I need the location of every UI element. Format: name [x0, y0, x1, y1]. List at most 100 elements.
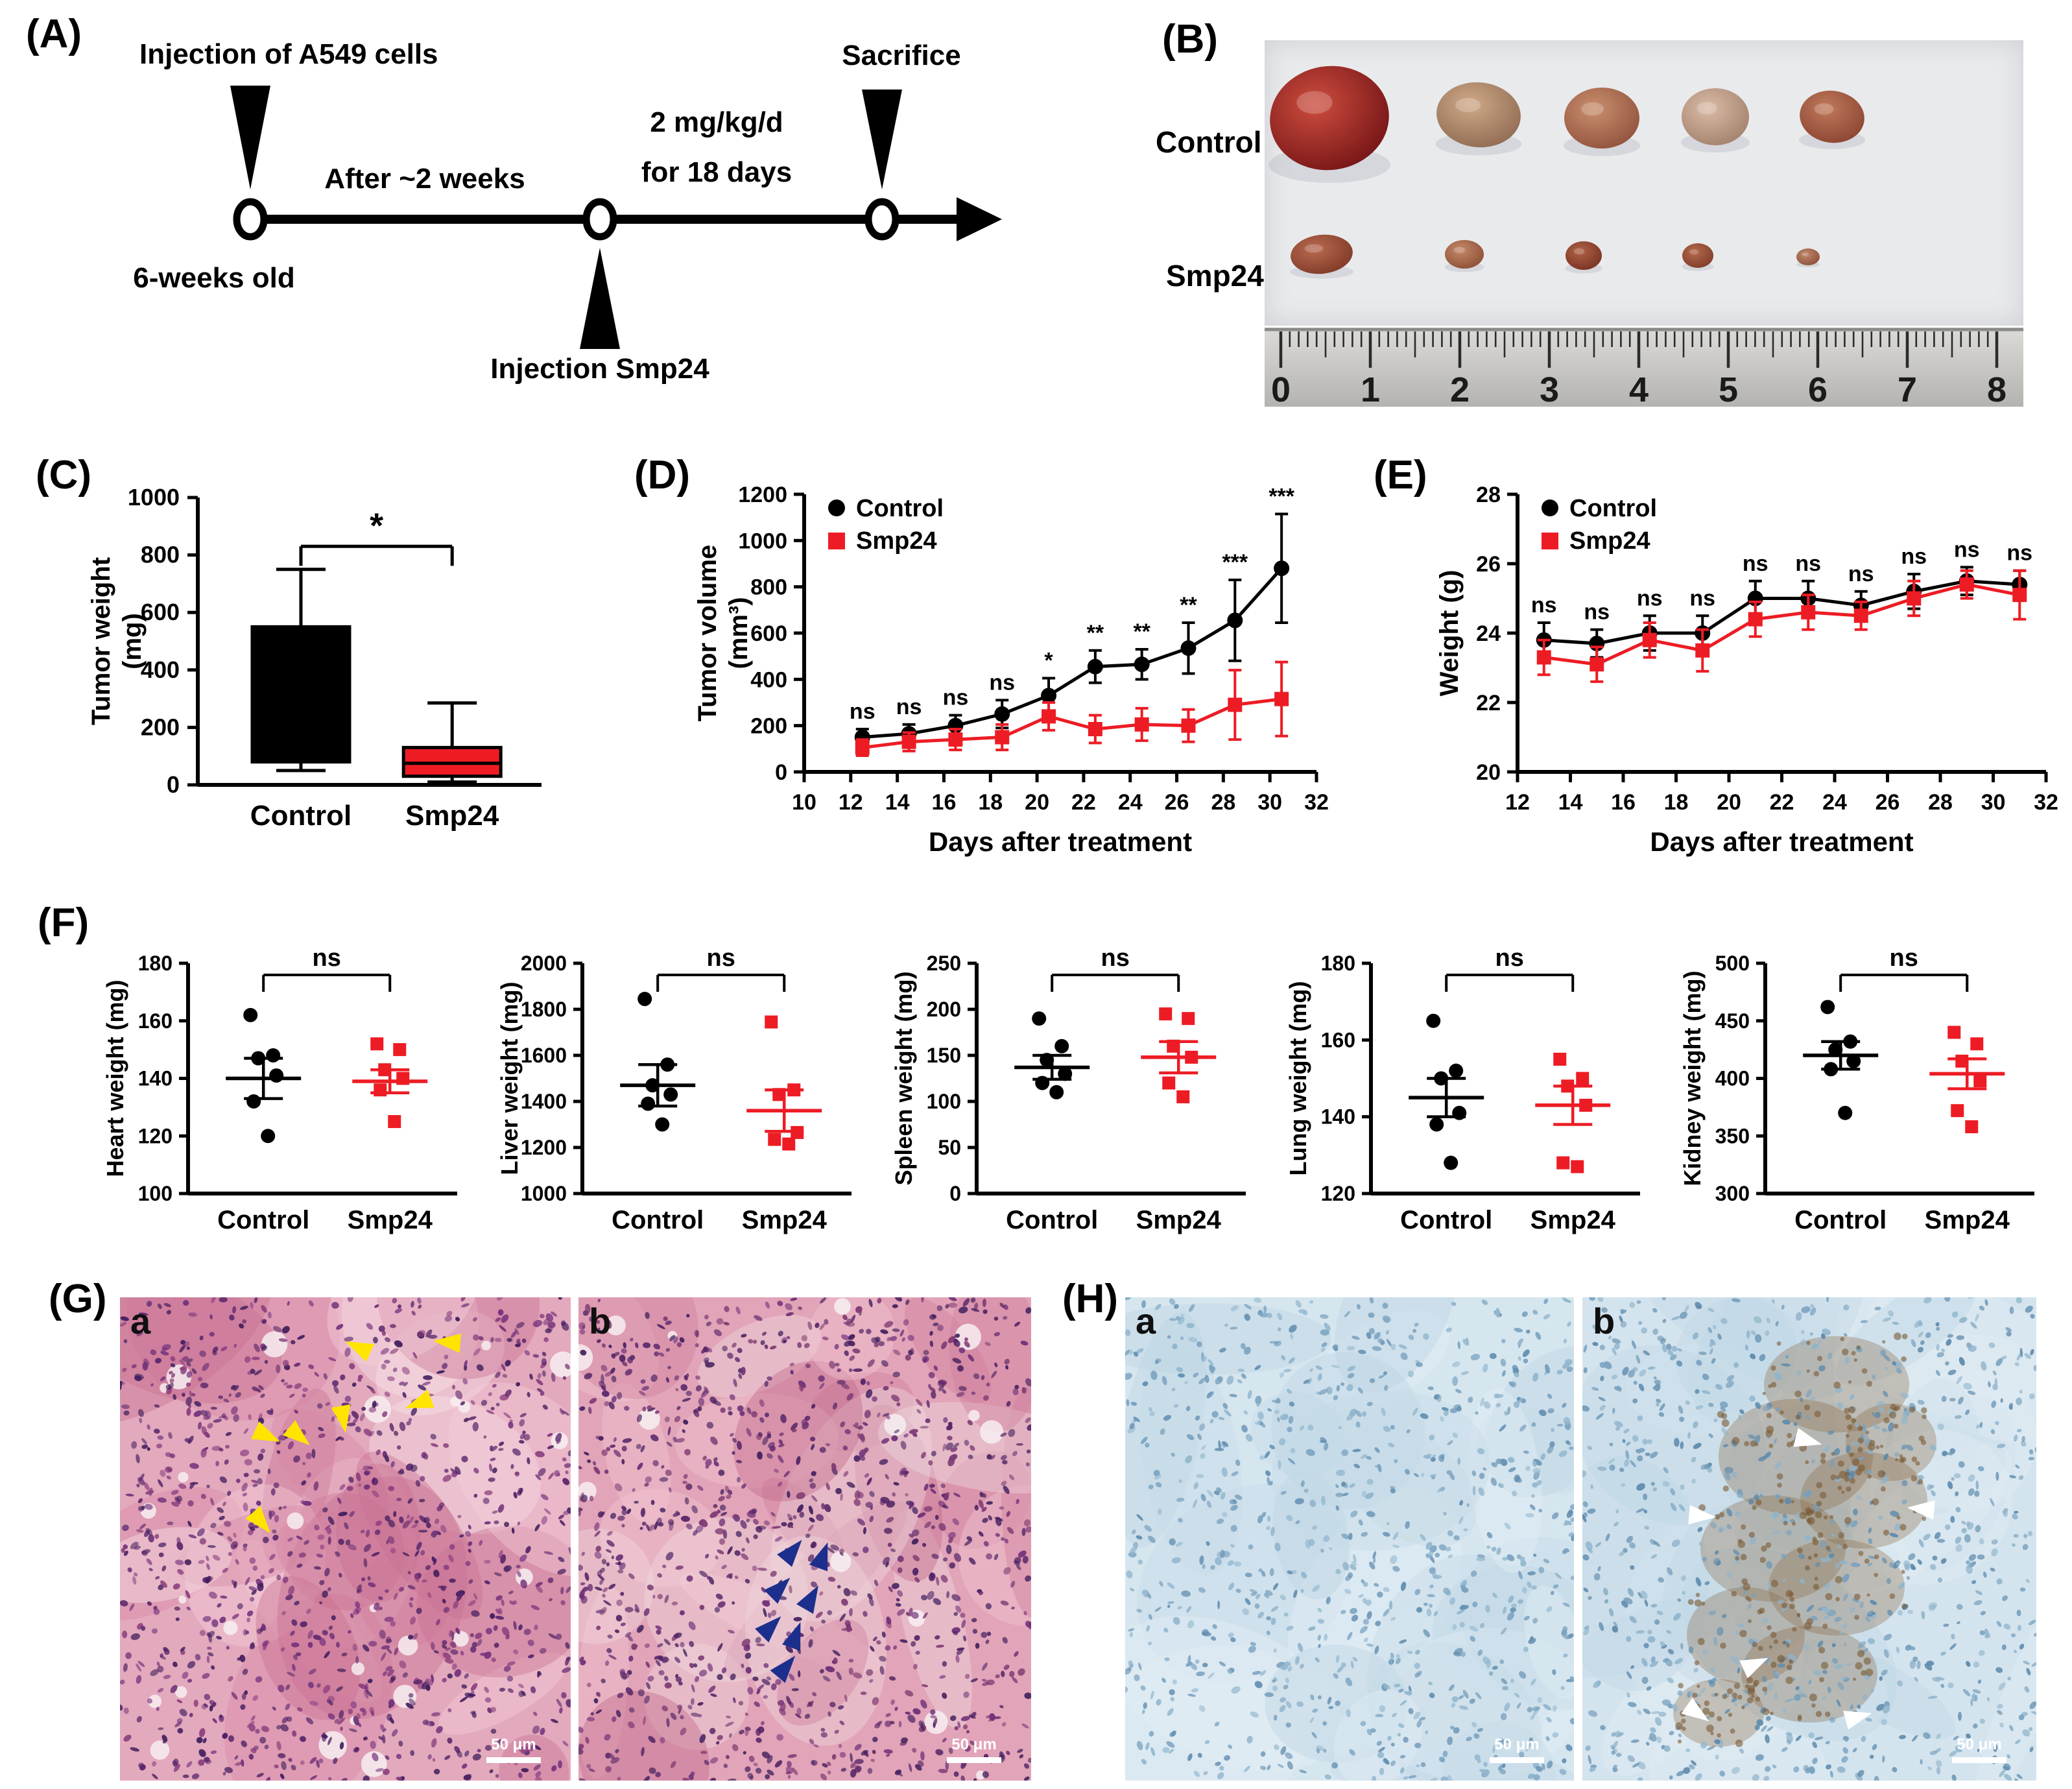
svg-text:1200: 1200 — [738, 483, 787, 507]
annotation-arrowhead — [764, 1578, 791, 1604]
svg-text:ns: ns — [1954, 537, 1980, 562]
timeline-text-sacrifice: Sacrifice — [842, 40, 961, 71]
subpanel-letter-b: b — [589, 1301, 612, 1341]
svg-text:**: ** — [1133, 619, 1150, 644]
annotation-arrowhead — [777, 1539, 802, 1567]
svg-text:20: 20 — [1025, 790, 1049, 815]
svg-text:140: 140 — [138, 1067, 173, 1090]
timeline-text-injection-a549: Injection of A549 cells — [139, 38, 438, 70]
svg-text:6: 6 — [1808, 370, 1828, 407]
svg-text:ns: ns — [1531, 593, 1557, 618]
svg-text:200: 200 — [141, 714, 180, 740]
subpanel-letter-b: b — [1593, 1301, 1615, 1341]
panel-f-label: (F) — [38, 900, 89, 945]
svg-text:350: 350 — [1715, 1124, 1750, 1147]
scalebar — [947, 1757, 1001, 1763]
annotation-arrowhead — [282, 1420, 310, 1446]
svg-text:Smp24: Smp24 — [348, 1206, 433, 1234]
he-histology-control-image-canvas: 50 μm — [120, 1297, 571, 1781]
svg-text:ns: ns — [1101, 944, 1130, 972]
body-weight-chart: 20 22 24 26 28 12 14 16 18 20 22 24 26 28 30 32 Days aft… — [1420, 462, 2069, 869]
svg-text:600: 600 — [750, 621, 787, 646]
excised-tumors-photo — [1265, 40, 2023, 326]
svg-text:120: 120 — [138, 1124, 173, 1147]
svg-text:Heart weight (mg): Heart weight (mg) — [102, 979, 128, 1177]
spleen-weight-dotplot-canvas: 0 50 100 150 200 250 Spleen weight (mg) Control… — [890, 944, 1246, 1234]
svg-text:50 μm: 50 μm — [1494, 1736, 1539, 1753]
svg-text:Days after treatment: Days after treatment — [1650, 826, 1913, 857]
svg-text:10: 10 — [792, 790, 816, 815]
lung-weight-dotplot: 120 140 160 180 Lung weight (mg) Control Smp24… — [1274, 918, 1656, 1262]
annotation-arrowhead — [251, 1421, 280, 1442]
annotation-arrowhead — [755, 1616, 781, 1643]
svg-text:16: 16 — [932, 790, 957, 815]
svg-text:1200: 1200 — [521, 1136, 567, 1159]
ihc-histology-smp24-image-canvas: 50 μm — [1582, 1297, 2036, 1781]
svg-text:Smp24: Smp24 — [1530, 1206, 1616, 1234]
svg-text:0: 0 — [167, 771, 180, 798]
svg-text:300: 300 — [1715, 1182, 1750, 1205]
photo-row-label-smp24: Smp24 — [1166, 259, 1264, 293]
svg-text:ns: ns — [1901, 544, 1927, 569]
timeline-diagram — [19, 13, 1122, 415]
svg-text:Liver weight (mg): Liver weight (mg) — [496, 981, 523, 1175]
timeline-diagram-canvas — [230, 86, 1002, 349]
annotation-arrowhead — [781, 1622, 801, 1651]
svg-text:(mm³): (mm³) — [724, 597, 753, 669]
tumor-weight-boxplot: 0 200 400 600 800 1000 Tumor weight (mg) Control… — [75, 462, 580, 869]
svg-text:26: 26 — [1476, 552, 1501, 577]
svg-text:Control: Control — [856, 495, 944, 522]
annotation-arrowhead — [331, 1404, 351, 1433]
svg-text:28: 28 — [1476, 483, 1501, 507]
svg-text:ns: ns — [313, 944, 341, 972]
svg-text:Control: Control — [217, 1206, 309, 1234]
svg-text:22: 22 — [1476, 691, 1501, 715]
panel-h-label: (H) — [1062, 1277, 1119, 1321]
svg-text:50 μm: 50 μm — [951, 1736, 996, 1753]
timeline-text-injection-smp24: Injection Smp24 — [490, 353, 709, 385]
svg-text:***: *** — [1268, 484, 1294, 509]
ruler-image-canvas: 0 1 2 3 4 5 6 7 8 — [1265, 328, 2023, 407]
svg-text:Smp24: Smp24 — [1136, 1206, 1222, 1234]
ihc-histology-control-image: a 50 μm — [1125, 1297, 1574, 1781]
annotation-arrowhead — [1688, 1505, 1717, 1525]
svg-text:Control: Control — [1794, 1206, 1887, 1234]
svg-text:**: ** — [1087, 621, 1104, 645]
annotation-arrowhead — [405, 1389, 435, 1408]
svg-text:30: 30 — [1981, 790, 2006, 815]
svg-text:22: 22 — [1770, 790, 1794, 815]
scalebar — [486, 1757, 541, 1763]
svg-text:1000: 1000 — [738, 529, 787, 553]
svg-text:1400: 1400 — [521, 1090, 567, 1113]
svg-text:14: 14 — [885, 790, 910, 815]
svg-text:ns: ns — [850, 699, 875, 724]
svg-text:24: 24 — [1822, 790, 1847, 815]
kidney-weight-dotplot: 300 350 400 450 500 Kidney weight (mg) Control… — [1668, 918, 2051, 1262]
ihc-histology-smp24-image: b 50 μm — [1582, 1297, 2036, 1781]
svg-text:450: 450 — [1715, 1009, 1750, 1033]
annotation-arrowhead — [1739, 1657, 1768, 1679]
svg-text:100: 100 — [927, 1090, 961, 1113]
svg-text:ns: ns — [707, 944, 735, 972]
svg-text:*: * — [370, 506, 383, 545]
annotation-arrowhead — [345, 1341, 375, 1362]
svg-text:0: 0 — [1271, 370, 1291, 407]
svg-text:Tumor weight: Tumor weight — [87, 557, 115, 725]
svg-text:1: 1 — [1361, 370, 1380, 407]
svg-text:32: 32 — [2034, 790, 2058, 815]
panel-d-label: (D) — [634, 453, 691, 498]
svg-text:250: 250 — [927, 952, 961, 975]
svg-text:ns: ns — [2007, 541, 2032, 566]
annotation-arrowhead — [1843, 1711, 1872, 1730]
svg-text:32: 32 — [1304, 790, 1329, 815]
svg-text:400: 400 — [1715, 1067, 1750, 1090]
svg-text:**: ** — [1180, 593, 1197, 618]
timeline-text-age: 6-weeks old — [133, 262, 295, 294]
svg-text:30: 30 — [1257, 790, 1282, 815]
svg-text:2: 2 — [1450, 370, 1470, 407]
svg-text:Smp24: Smp24 — [1925, 1206, 2010, 1234]
timeline-text-dose: 2 mg/kg/d — [650, 106, 783, 138]
liver-weight-dotplot-canvas: 1000 1200 1400 1600 1800 2000 Liver weight (mg… — [496, 944, 851, 1234]
svg-text:ns: ns — [1795, 551, 1821, 576]
svg-text:Control: Control — [1006, 1206, 1098, 1234]
